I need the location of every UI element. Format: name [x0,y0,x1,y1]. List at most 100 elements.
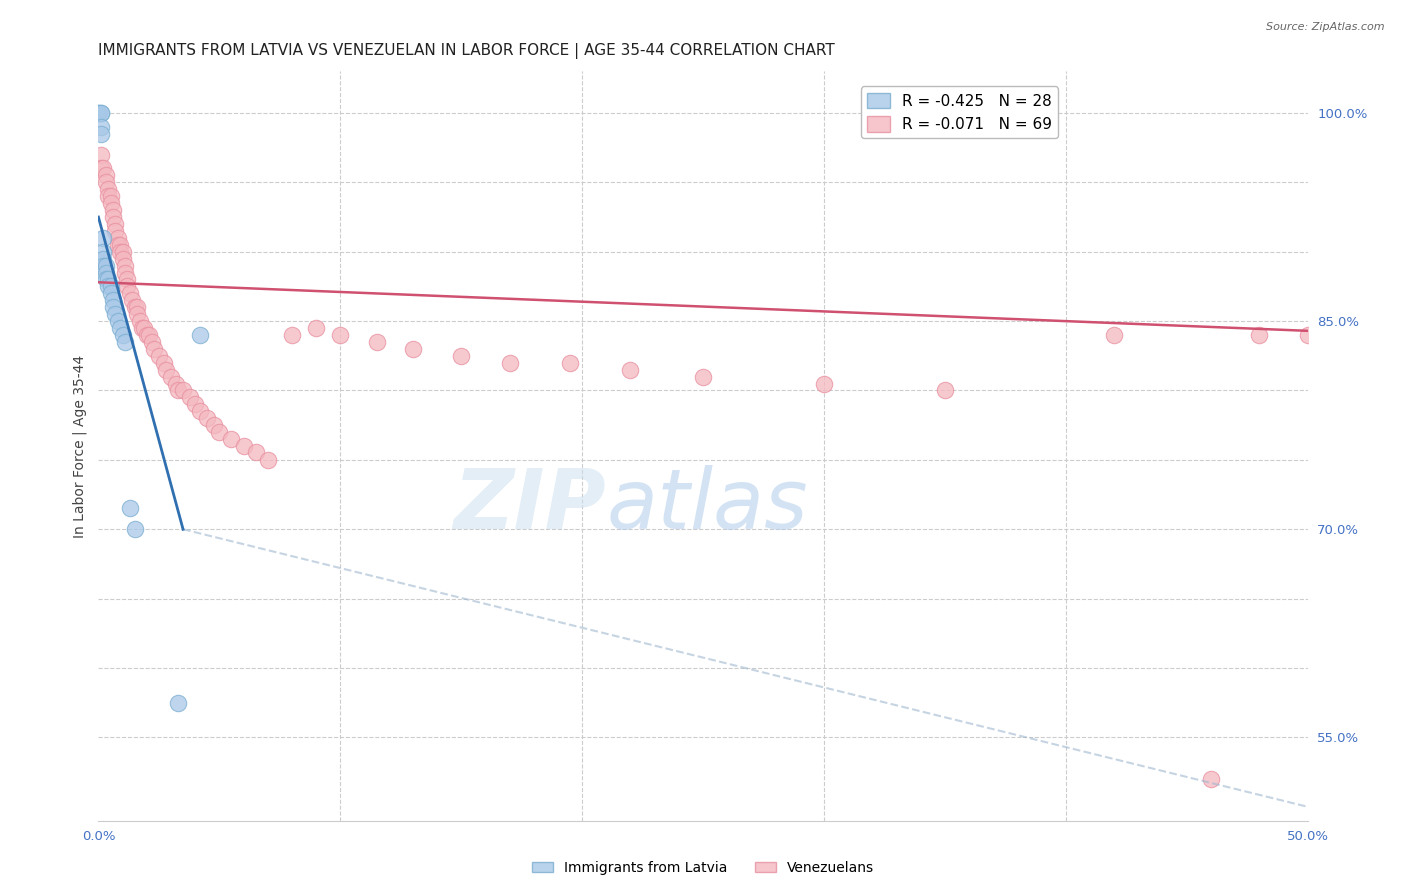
Point [138,328,160,343]
Text: ZIP: ZIP [454,466,606,547]
Point [195,411,218,425]
Point [117,279,139,293]
Point [1007,106,1029,120]
Point [128,314,150,328]
Point [1296,328,1319,343]
Point [184,397,207,411]
Point [94,259,117,273]
Point [111,252,134,266]
Point [450,349,472,363]
Point [94,169,117,183]
Point [134,321,156,335]
Point [813,376,835,391]
Point [107,237,129,252]
Point [108,244,131,259]
Point [167,696,190,710]
Point [160,369,183,384]
Point [101,300,124,314]
Point [94,272,117,286]
Point [97,182,120,196]
Point [124,522,146,536]
Point [124,300,146,314]
Point [91,259,114,273]
Point [366,334,388,349]
Point [91,161,114,176]
Point [101,203,124,218]
Point [152,356,174,370]
Point [104,307,127,321]
Point [179,391,201,405]
Point [148,349,170,363]
Point [135,328,157,343]
Point [141,334,163,349]
Point [90,161,112,176]
Point [256,453,278,467]
Point [87,106,110,120]
Point [97,272,120,286]
Point [111,244,134,259]
Point [127,300,149,314]
Point [114,334,136,349]
Point [108,321,131,335]
Point [221,432,243,446]
Y-axis label: In Labor Force | Age 35-44: In Labor Force | Age 35-44 [73,354,87,538]
Point [305,321,328,335]
Point [91,244,114,259]
Point [121,293,143,308]
Point [165,376,187,391]
Point [232,439,254,453]
Point [143,342,166,356]
Point [131,321,153,335]
Point [934,384,956,398]
Point [100,189,122,203]
Point [108,237,131,252]
Legend: R = -0.425   N = 28, R = -0.071   N = 69: R = -0.425 N = 28, R = -0.071 N = 69 [860,87,1059,138]
Point [90,106,112,120]
Point [101,210,124,224]
Point [100,279,122,293]
Point [117,272,139,286]
Text: Source: ZipAtlas.com: Source: ZipAtlas.com [1267,22,1385,32]
Point [245,444,267,458]
Point [172,384,194,398]
Point [90,120,112,134]
Point [127,307,149,321]
Point [97,189,120,203]
Point [155,362,177,376]
Point [114,259,136,273]
Point [281,328,304,343]
Point [97,279,120,293]
Point [107,231,129,245]
Point [104,217,127,231]
Point [94,175,117,189]
Point [104,224,127,238]
Point [94,266,117,280]
Point [188,404,211,418]
Point [91,252,114,266]
Point [100,286,122,301]
Point [114,266,136,280]
Point [692,369,714,384]
Legend: Immigrants from Latvia, Venezuelans: Immigrants from Latvia, Venezuelans [526,855,880,880]
Point [91,231,114,245]
Point [204,418,226,433]
Point [118,286,141,301]
Point [329,328,352,343]
Point [100,196,122,211]
Point [558,356,581,370]
Point [90,147,112,161]
Point [87,106,110,120]
Point [1102,328,1125,343]
Point [188,328,211,343]
Point [498,356,520,370]
Text: IMMIGRANTS FROM LATVIA VS VENEZUELAN IN LABOR FORCE | AGE 35-44 CORRELATION CHAR: IMMIGRANTS FROM LATVIA VS VENEZUELAN IN … [98,43,835,59]
Point [208,425,231,439]
Point [90,127,112,141]
Text: atlas: atlas [606,466,808,547]
Point [90,106,112,120]
Point [101,293,124,308]
Point [167,384,190,398]
Point [1199,772,1222,786]
Point [1249,328,1271,343]
Point [402,342,425,356]
